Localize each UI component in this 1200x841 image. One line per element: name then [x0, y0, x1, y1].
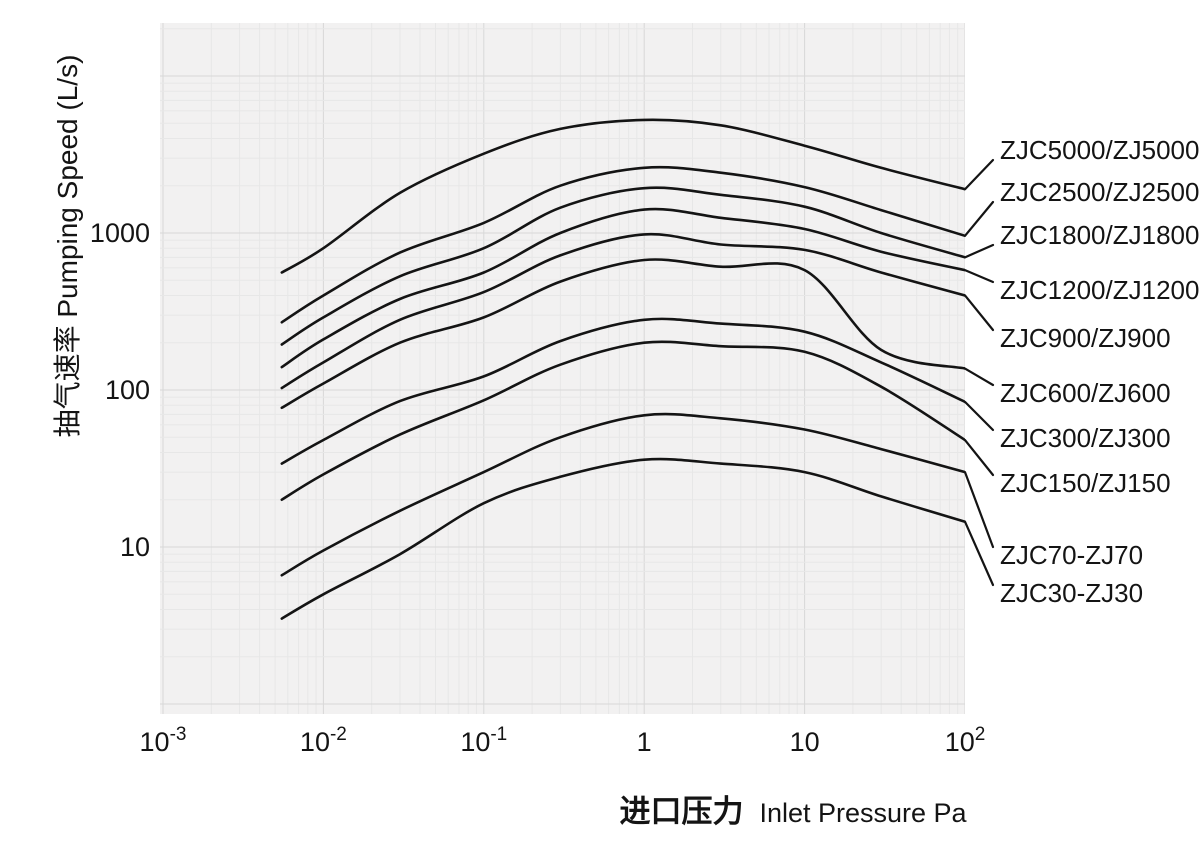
x-axis-label: 进口压力 Inlet Pressure Pa [619, 786, 966, 831]
leader-line-ZJC70-ZJ70 [963, 470, 995, 549]
series-label-ZJC30-ZJ30: ZJC30-ZJ30 [1000, 578, 1143, 608]
series-label-ZJC5000-ZJ5000: ZJC5000/ZJ5000 [1000, 135, 1199, 165]
x-tick-10: 10 [790, 727, 820, 757]
x-tick-1: 1 [637, 727, 652, 757]
x-tick-10-2: 10-2 [300, 724, 347, 757]
series-curve-ZJC30-ZJ30 [280, 457, 965, 620]
x-tick-labels: 10-3 10-2 10-1 1 10 102 [140, 724, 986, 757]
leader-line-ZJC900-ZJ900 [963, 294, 995, 332]
series-label-ZJC1800-ZJ1800: ZJC1800/ZJ1800 [1000, 220, 1199, 250]
x-axis-label-cn: 进口压力 [619, 794, 744, 829]
x-axis-label-en: Inlet Pressure Pa [759, 798, 967, 828]
leader-line-ZJC1800-ZJ1800 [963, 243, 995, 259]
y-tick-100: 100 [105, 375, 150, 405]
grid [160, 23, 965, 714]
plot-panel [160, 23, 965, 714]
series-curve-ZJC1200-ZJ1200 [280, 207, 965, 369]
y-tick-labels: 10 100 1000 [90, 218, 150, 562]
y-tick-10: 10 [120, 532, 150, 562]
series-curve-ZJC900-ZJ900 [280, 232, 965, 390]
series-curve-ZJC5000-ZJ5000 [280, 118, 965, 274]
leader-line-ZJC600-ZJ600 [963, 367, 995, 387]
series-curve-ZJC2500-ZJ2500 [280, 165, 965, 324]
leader-line-ZJC2500-ZJ2500 [963, 200, 995, 237]
series-label-ZJC2500-ZJ2500: ZJC2500/ZJ2500 [1000, 177, 1199, 207]
series-label-ZJC600-ZJ600: ZJC600/ZJ600 [1000, 378, 1171, 408]
leader-line-ZJC300-ZJ300 [963, 400, 995, 432]
series-curve-ZJC300-ZJ300 [280, 317, 965, 465]
series-label-ZJC150-ZJ150: ZJC150/ZJ150 [1000, 468, 1171, 498]
y-axis-label: 抽气速率 Pumping Speed (L/s) [52, 54, 83, 438]
series-label-ZJC1200-ZJ1200: ZJC1200/ZJ1200 [1000, 275, 1199, 305]
series-label-ZJC300-ZJ300: ZJC300/ZJ300 [1000, 423, 1171, 453]
series-label-ZJC900-ZJ900: ZJC900/ZJ900 [1000, 323, 1171, 353]
series-annotations: ZJC5000/ZJ5000 ZJC2500/ZJ2500 ZJC1800/ZJ18… [963, 135, 1199, 608]
series-curve-ZJC70-ZJ70 [280, 412, 965, 577]
series-curve-ZJC150-ZJ150 [280, 340, 965, 501]
leader-line-ZJC150-ZJ150 [963, 438, 995, 477]
series-curve-ZJC600-ZJ600 [280, 258, 965, 410]
leader-line-ZJC30-ZJ30 [963, 520, 995, 587]
x-tick-10-3: 10-3 [140, 724, 187, 757]
y-tick-1000: 1000 [90, 218, 150, 248]
series-label-ZJC70-ZJ70: ZJC70-ZJ70 [1000, 540, 1143, 570]
leader-line-ZJC1200-ZJ1200 [963, 269, 995, 284]
x-tick-102: 102 [945, 724, 986, 757]
leader-line-ZJC5000-ZJ5000 [963, 158, 995, 191]
series-curves [280, 118, 965, 620]
series-curve-ZJC1800-ZJ1800 [280, 186, 965, 346]
x-tick-10-1: 10-1 [460, 724, 507, 757]
